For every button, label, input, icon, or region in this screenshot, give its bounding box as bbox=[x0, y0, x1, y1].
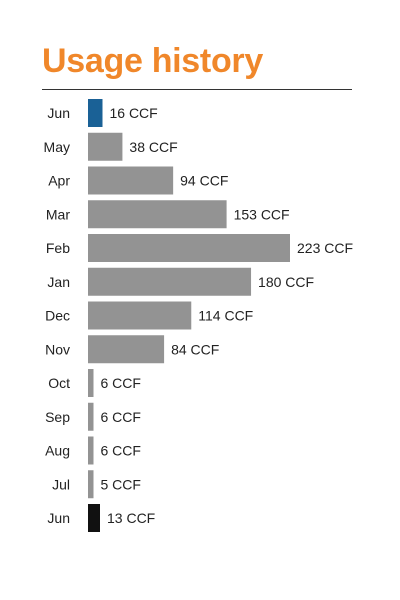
month-label: Jan bbox=[47, 274, 70, 290]
month-label: Jul bbox=[52, 476, 70, 492]
month-label: Nov bbox=[45, 341, 70, 357]
month-label: Feb bbox=[46, 240, 70, 256]
month-label: Sep bbox=[45, 409, 70, 425]
usage-value-label: 180 CCF bbox=[258, 274, 314, 290]
usage-value-label: 114 CCF bbox=[198, 308, 253, 324]
month-label: Jun bbox=[47, 105, 70, 121]
usage-value-label: 84 CCF bbox=[171, 341, 219, 357]
usage-bar bbox=[88, 301, 192, 330]
usage-value-label: 6 CCF bbox=[101, 409, 141, 425]
month-label: Dec bbox=[45, 308, 70, 324]
usage-value-label: 6 CCF bbox=[101, 443, 141, 459]
month-label: Jun bbox=[47, 510, 70, 526]
usage-bar bbox=[88, 436, 94, 465]
usage-bar bbox=[88, 234, 290, 262]
usage-bar bbox=[88, 166, 174, 195]
usage-value-label: 16 CCF bbox=[109, 105, 157, 121]
usage-bar bbox=[88, 369, 94, 397]
usage-bar bbox=[88, 200, 227, 229]
usage-value-label: 38 CCF bbox=[129, 139, 177, 155]
month-label: Mar bbox=[46, 206, 70, 222]
month-label: Oct bbox=[48, 375, 70, 391]
usage-value-label: 6 CCF bbox=[101, 375, 141, 391]
month-label: Aug bbox=[45, 443, 70, 459]
usage-value-label: 223 CCF bbox=[297, 240, 353, 256]
title-divider bbox=[42, 89, 352, 90]
chart-title: Usage history bbox=[42, 42, 263, 80]
usage-bar bbox=[88, 402, 94, 431]
month-label: Apr bbox=[48, 173, 70, 189]
usage-value-label: 5 CCF bbox=[101, 476, 141, 492]
usage-value-label: 153 CCF bbox=[234, 206, 290, 222]
usage-value-label: 13 CCF bbox=[107, 510, 155, 526]
usage-bar bbox=[88, 504, 100, 532]
usage-value-label: 94 CCF bbox=[180, 173, 228, 189]
usage-bar bbox=[88, 99, 103, 127]
usage-bar bbox=[88, 132, 123, 161]
usage-bar bbox=[88, 470, 94, 499]
month-label: May bbox=[44, 139, 70, 155]
usage-bar bbox=[88, 267, 252, 296]
usage-bar bbox=[88, 335, 165, 364]
